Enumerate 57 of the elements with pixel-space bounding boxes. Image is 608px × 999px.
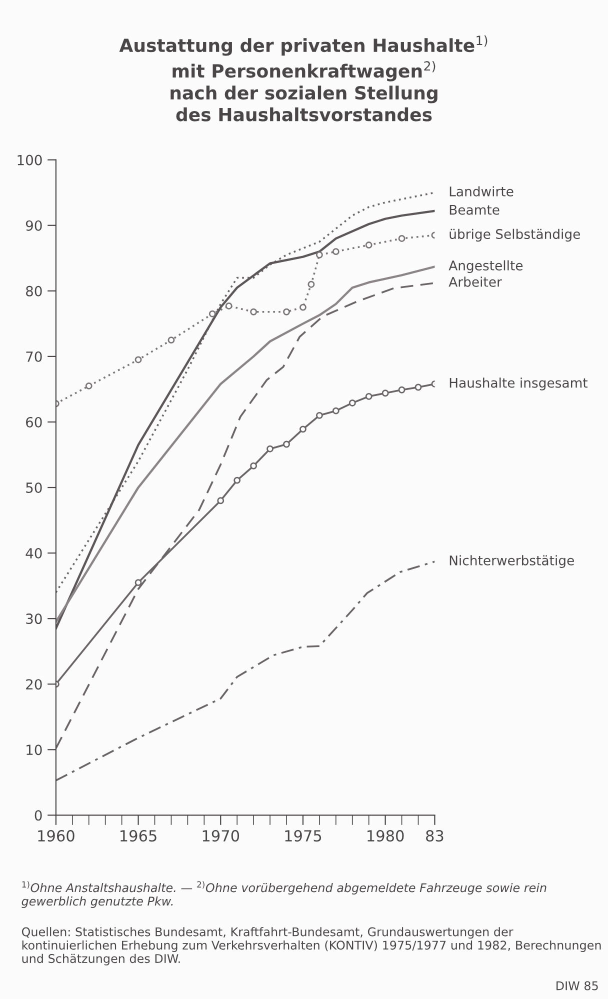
point [299, 304, 306, 311]
point [365, 242, 372, 249]
point [332, 407, 340, 414]
y-tick-label: 10 [26, 744, 42, 756]
point [225, 302, 232, 310]
text: DIW 85 [556, 981, 598, 990]
y-tick-label: 80 [26, 286, 42, 296]
point [250, 462, 258, 470]
y-tick-label: 20 [26, 679, 42, 690]
point [208, 310, 216, 318]
point [316, 251, 323, 258]
point [365, 392, 372, 400]
line-series [56, 560, 435, 782]
text: $^{1)}$Ohne Anstaltshaushalte. — $^{2)}$Ohne vorübergehend abgemeldete Fahrzeuge sowie rein gewerblich genutzte Pkw. [22, 881, 546, 908]
point [348, 400, 356, 406]
point [168, 336, 175, 344]
y-tick-label: 40 [26, 548, 42, 559]
point [398, 235, 406, 242]
point [217, 497, 224, 504]
source-note: Quellen: Statistisches Bundesamt, Kraftfahrt-Bundesamt, Grundauswertungen der kontinuierlichen Erhebung zum Verkehrsverhalten (KONTIV) 1975/1977 und 1982, Berechnungen und Schätzungen des DIW. [22, 927, 601, 966]
chart-title: Austattung der privaten Haushalte$^{1)}$ mit Personenkraftwagen$^{2)}$ nach der sozialen Stellung des Haushaltsvorstandes [119, 35, 488, 122]
y-tick-label: 90 [26, 220, 42, 231]
y-tick-label: 0 [34, 810, 42, 821]
x-tick-label: 1970 [202, 830, 240, 842]
point [250, 308, 258, 316]
x-tick-label: 1975 [285, 830, 322, 842]
series-label: Landwirte [450, 186, 514, 196]
point [414, 384, 422, 391]
point [398, 386, 406, 394]
point [85, 382, 92, 390]
point [234, 476, 241, 484]
series-label: Nichterwerbstätige [450, 555, 574, 568]
series-label: Arbeiter [448, 276, 502, 287]
series-label: übrige Selbständige [450, 228, 580, 242]
series-label: Angestellte [448, 260, 523, 274]
point [308, 280, 315, 288]
point [266, 445, 274, 452]
x-tick-label: 1980 [368, 830, 404, 842]
y-tick-label: 70 [26, 351, 42, 362]
series-label: Haushalte insgesamt [450, 378, 588, 390]
point [134, 356, 142, 364]
point [134, 579, 142, 586]
point [299, 426, 306, 433]
y-tick-label: 30 [26, 614, 42, 624]
y-tick-label: 60 [26, 416, 42, 428]
point [382, 390, 389, 397]
point [316, 412, 323, 419]
series-label: Beamte [450, 204, 500, 215]
point [332, 248, 340, 256]
y-tick-label: 50 [26, 482, 42, 493]
y-tick-label: 100 [18, 154, 42, 166]
point [283, 308, 290, 316]
point [283, 440, 290, 448]
line-series [56, 282, 435, 750]
x-tick-label: 1965 [120, 830, 156, 842]
x-tick-label: 83 [426, 830, 444, 842]
x-tick-label: 1960 [38, 830, 74, 842]
